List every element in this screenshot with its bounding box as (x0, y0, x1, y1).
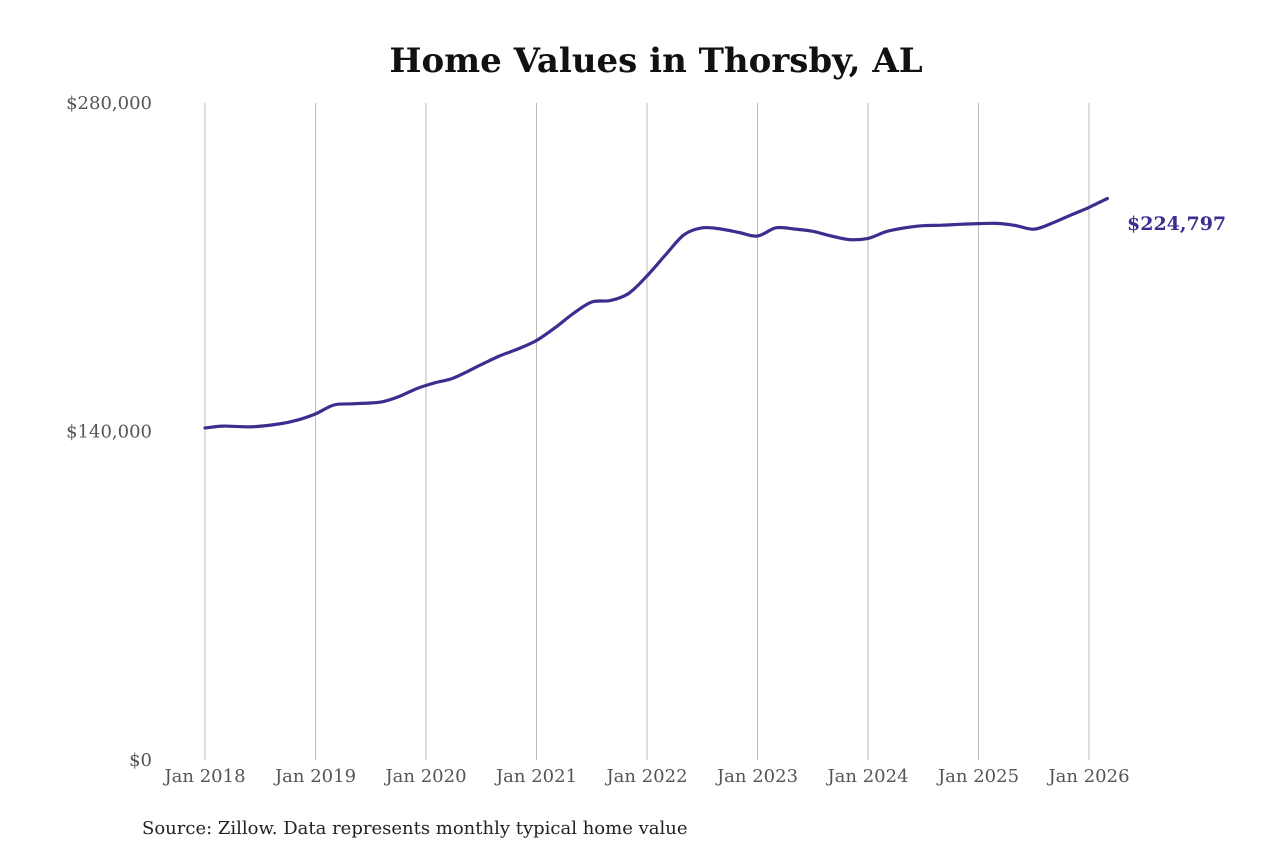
x-tick-label: Jan 2020 (383, 766, 466, 787)
x-tick-label: Jan 2023 (715, 766, 798, 787)
gridlines (204, 103, 1090, 760)
y-axis-ticks: $0 $140,000 $280,000 (66, 93, 152, 771)
x-tick-label: Jan 2021 (494, 766, 577, 787)
x-tick-label: Jan 2026 (1046, 766, 1129, 787)
series-line-0 (203, 196, 1109, 430)
series-layer (203, 196, 1109, 430)
y-tick-label: $0 (129, 750, 152, 771)
end-value-label: $224,797 (1127, 213, 1226, 235)
x-tick-label: Jan 2024 (825, 766, 908, 787)
y-tick-label: $280,000 (66, 93, 152, 114)
chart-title: Home Values in Thorsby, AL (389, 41, 922, 81)
x-tick-label: Jan 2019 (273, 766, 356, 787)
x-tick-label: Jan 2022 (604, 766, 687, 787)
source-note: Source: Zillow. Data represents monthly … (142, 818, 688, 839)
y-tick-label: $140,000 (66, 422, 152, 443)
x-tick-label: Jan 2018 (162, 766, 245, 787)
x-axis-ticks: Jan 2018 Jan 2019 Jan 2020 Jan 2021 Jan 2022… (162, 766, 1129, 787)
x-tick-label: Jan 2025 (936, 766, 1019, 787)
